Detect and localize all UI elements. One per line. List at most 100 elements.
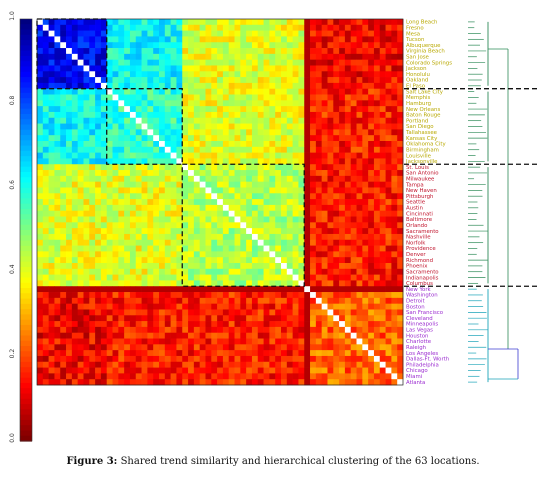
heatmap-cell (60, 222, 67, 229)
heatmap-cell (112, 30, 119, 37)
heatmap-cell (176, 193, 183, 200)
heatmap-cell (362, 210, 369, 217)
heatmap-cell (106, 158, 113, 165)
heatmap-cell (333, 175, 340, 183)
heatmap-cell (89, 332, 96, 339)
heatmap-cell (356, 82, 363, 90)
heatmap-cell (83, 42, 90, 49)
heatmap-cell (100, 164, 108, 171)
heatmap-cell (60, 280, 67, 287)
heatmap-cell (269, 77, 276, 84)
colorbar-segment (20, 425, 32, 432)
heatmap-cell (106, 292, 113, 299)
heatmap-cell (205, 274, 212, 281)
heatmap-cell (159, 141, 166, 148)
heatmap-cell (37, 117, 44, 124)
heatmap-cell (170, 129, 177, 136)
heatmap-cell (170, 24, 177, 31)
heatmap-cell (205, 111, 212, 119)
heatmap-cell (344, 222, 352, 229)
heatmap-cell (48, 175, 55, 183)
heatmap-cell (176, 338, 183, 345)
heatmap-cell (66, 257, 73, 264)
heatmap-cell (222, 338, 230, 345)
heatmap-cell (391, 338, 398, 345)
heatmap-cell (182, 152, 189, 159)
heatmap-cell (356, 228, 363, 235)
heatmap-cell (42, 257, 49, 264)
heatmap-cell (350, 193, 357, 200)
heatmap-cell (275, 251, 282, 258)
heatmap-cell (89, 286, 96, 293)
heatmap-cell (327, 94, 334, 101)
heatmap-cell (176, 222, 183, 229)
heatmap-cell (315, 245, 323, 252)
heatmap-cell (147, 19, 154, 26)
heatmap-cell (304, 274, 311, 281)
heatmap-cell (153, 94, 160, 101)
heatmap-cell (257, 373, 264, 380)
heatmap-cell (124, 141, 131, 148)
heatmap-cell (77, 77, 84, 84)
colorbar-ticks: 1.00.80.60.40.20.0 (9, 11, 16, 443)
heatmap-cell (228, 315, 235, 322)
heatmap-cell (373, 263, 381, 270)
heatmap-cell (240, 216, 247, 223)
heatmap-cell (164, 187, 171, 194)
heatmap-cell (141, 170, 148, 177)
heatmap-cell (147, 187, 154, 194)
heatmap-cell (373, 373, 381, 380)
heatmap-cell (310, 303, 317, 310)
heatmap-cell (54, 187, 61, 194)
heatmap-cell (54, 117, 61, 124)
heatmap-cell (310, 268, 317, 275)
heatmap-cell (95, 297, 102, 305)
heatmap-cell (397, 309, 404, 316)
heatmap-cell (60, 129, 67, 136)
heatmap-cell (222, 216, 230, 223)
colorbar-segment (20, 113, 32, 120)
heatmap-cell (246, 309, 253, 316)
location-label: Jackson (405, 66, 427, 72)
heatmap-cell (211, 210, 218, 217)
heatmap-cell (89, 82, 96, 90)
heatmap-cell (164, 274, 171, 281)
heatmap-cell (153, 228, 160, 235)
heatmap-cell (42, 204, 49, 212)
heatmap-cell (100, 199, 108, 206)
heatmap-cell (368, 367, 375, 374)
heatmap-cell (182, 303, 189, 310)
heatmap-cell (391, 30, 398, 37)
heatmap-cell (95, 239, 102, 246)
heatmap-cell (222, 233, 230, 241)
heatmap-cell (234, 88, 241, 95)
heatmap-cell (397, 30, 404, 37)
heatmap-cell (106, 355, 113, 363)
heatmap-cell (124, 24, 131, 31)
heatmap-cell (368, 268, 375, 275)
heatmap-cell (368, 135, 375, 142)
heatmap-cell (310, 193, 317, 200)
heatmap-cell (95, 367, 102, 374)
heatmap-cell (182, 263, 189, 270)
heatmap-cell (385, 379, 392, 386)
heatmap-cell (292, 65, 299, 72)
heatmap-cell (339, 245, 346, 252)
heatmap-cell (263, 326, 270, 334)
heatmap-cell (164, 326, 171, 334)
heatmap-cell (153, 175, 160, 183)
heatmap-cell (350, 36, 357, 43)
colorbar-segment (20, 182, 32, 189)
heatmap-cell (257, 152, 264, 159)
heatmap-cell (164, 158, 171, 165)
heatmap-cell (257, 123, 264, 130)
heatmap-cell (315, 100, 323, 107)
heatmap-cell (339, 170, 346, 177)
heatmap-cell (60, 187, 67, 194)
heatmap-cell (141, 210, 148, 217)
heatmap-cell (129, 117, 137, 124)
heatmap-cell (42, 309, 49, 316)
heatmap-cell (339, 181, 346, 188)
heatmap-cell (77, 245, 84, 252)
heatmap-cell (71, 367, 79, 374)
